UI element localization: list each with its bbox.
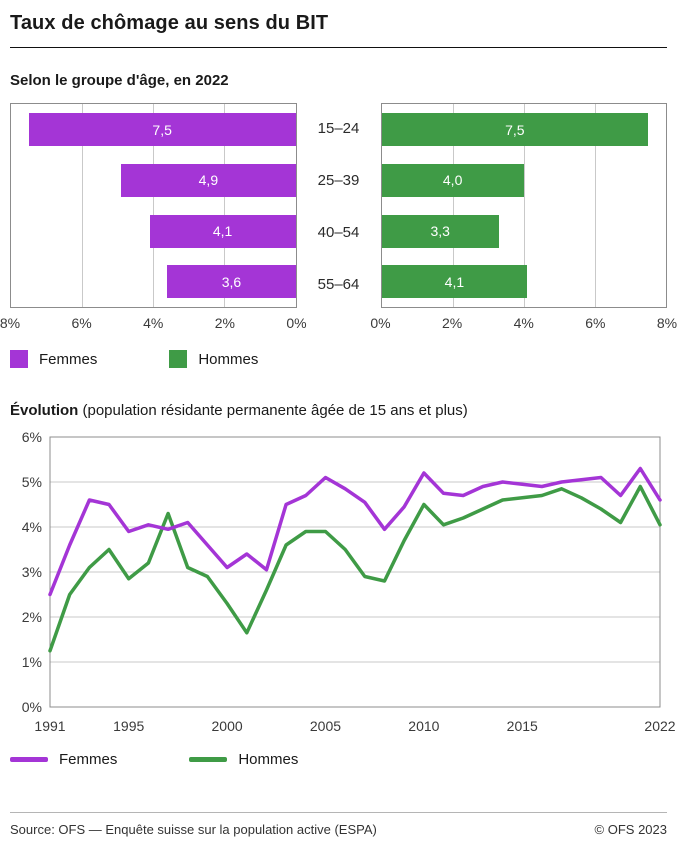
y-tick-label: 2% xyxy=(22,609,42,625)
y-tick-label: 1% xyxy=(22,654,42,670)
plot-frame xyxy=(49,436,661,708)
y-tick-label: 0% xyxy=(22,699,42,715)
evolution-section-heading: Évolution (population résidante permanen… xyxy=(10,402,667,419)
bar-value-label: 4,1 xyxy=(444,273,465,290)
x-axis-tick-label: 0% xyxy=(286,315,307,331)
age-group-label-0: 15–24 xyxy=(317,120,360,138)
x-tick-label: 1991 xyxy=(34,718,65,734)
bar-value-label: 4,9 xyxy=(198,172,219,189)
femmes-line-legend-label: Femmes xyxy=(59,751,118,768)
femmes-legend-item: Femmes xyxy=(10,350,97,368)
evolution-line-chart: 0% 1% 2% 3% 4% 5% 6% 1991 1995 2000 2005 2010 2015 20… xyxy=(10,429,676,741)
x-axis-tick-label: 0% xyxy=(370,315,391,331)
x-axis-tick-label: 2% xyxy=(442,315,463,331)
bar-gridline xyxy=(523,104,525,307)
x-tick-label: 2000 xyxy=(212,718,243,734)
femmes-color-swatch xyxy=(10,350,28,368)
hommes-line xyxy=(48,484,662,653)
evolution-chart-svg: 0% 1% 2% 3% 4% 5% 6% 1991 1995 2000 2005 2010 2015 20… xyxy=(22,429,676,734)
femmes-bar-1: 4,9 xyxy=(121,163,296,197)
hommes-bar-chart: 7,5 4,0 3,3 4,1 0% 2% 4% 6% 8% xyxy=(370,103,677,334)
hommes-line-legend-item: Hommes xyxy=(189,751,298,768)
page-title: Taux de chômage au sens du BIT xyxy=(10,12,329,34)
x-axis-tick-label: 4% xyxy=(513,315,534,331)
y-tick-label: 5% xyxy=(22,474,42,490)
x-tick-label: 2005 xyxy=(310,718,341,734)
bar-value-label: 4,0 xyxy=(442,172,463,189)
evolution-title: Évolution xyxy=(10,402,79,419)
age-group-label-1: 25–39 xyxy=(317,172,360,190)
femmes-bar-0: 7,5 xyxy=(28,113,296,146)
bar-value-label: 3,3 xyxy=(430,223,450,239)
hommes-legend-item: Hommes xyxy=(169,350,258,368)
bar-section-title: Selon le groupe d'âge, en 2022 xyxy=(10,72,229,89)
femmes-line xyxy=(48,466,662,597)
x-tick-label: 2010 xyxy=(408,718,439,734)
hommes-color-swatch xyxy=(169,350,188,368)
x-axis-tick-label: 2% xyxy=(214,315,235,331)
hommes-line-swatch xyxy=(189,757,228,762)
hommes-bar-3: 4,1 xyxy=(381,265,528,299)
bar-value-label: 7,5 xyxy=(505,121,525,138)
y-tick-label: 4% xyxy=(22,519,42,535)
x-axis-tick-label: 4% xyxy=(143,315,164,331)
evolution-subtitle: (population résidante permanente âgée de… xyxy=(82,402,468,419)
age-group-bar-charts: 7,5 4,9 4,1 3,6 8% 6% 4% 2% 0% 15–24 25–39 40–54 5… xyxy=(0,103,677,334)
femmes-bar-panel: 7,5 4,9 4,1 3,6 xyxy=(10,103,297,308)
y-tick-label: 3% xyxy=(22,564,42,580)
y-tick-label: 6% xyxy=(22,429,42,445)
bar-gridline xyxy=(452,104,454,307)
age-group-label-2: 40–54 xyxy=(317,223,360,241)
bar-gridline xyxy=(224,104,226,307)
x-tick-label: 1995 xyxy=(113,718,144,734)
femmes-bar-2: 4,1 xyxy=(149,214,296,248)
bar-value-label: 3,6 xyxy=(221,273,242,290)
hommes-line-legend-label: Hommes xyxy=(238,751,299,768)
x-axis-tick-label: 6% xyxy=(585,315,606,331)
femmes-line-legend-item: Femmes xyxy=(10,751,117,768)
hommes-bar-0: 7,5 xyxy=(381,113,649,146)
femmes-legend-label: Femmes xyxy=(39,350,98,368)
femmes-bar-3: 3,6 xyxy=(167,265,296,299)
femmes-x-axis: 8% 6% 4% 2% 0% xyxy=(0,308,307,334)
femmes-line-swatch xyxy=(10,757,48,762)
bar-gridline xyxy=(82,104,84,307)
bar-gridline xyxy=(153,104,155,307)
x-axis-tick-label: 6% xyxy=(71,315,92,331)
footer-copyright: © OFS 2023 xyxy=(594,822,667,837)
bar-value-label: 4,1 xyxy=(212,223,233,239)
hommes-legend-label: Hommes xyxy=(198,350,259,368)
bar-value-label: 7,5 xyxy=(152,121,172,138)
age-group-label-3: 55–64 xyxy=(317,275,360,293)
bar-chart-legend: Femmes Hommes xyxy=(10,350,667,368)
hommes-bar-panel: 7,5 4,0 3,3 4,1 xyxy=(380,103,667,308)
femmes-bar-chart: 7,5 4,9 4,1 3,6 8% 6% 4% 2% 0% xyxy=(0,103,307,334)
hommes-bar-2: 3,3 xyxy=(381,214,499,248)
footer: Source: OFS — Enquête suisse sur la popu… xyxy=(10,812,667,837)
hommes-bar-1: 4,0 xyxy=(381,163,524,197)
hommes-x-axis: 0% 2% 4% 6% 8% xyxy=(370,308,677,334)
x-tick-label: 2022 xyxy=(644,718,675,734)
x-axis-tick-label: 8% xyxy=(0,315,21,331)
footer-source: Source: OFS — Enquête suisse sur la popu… xyxy=(10,822,377,837)
x-axis-tick-label: 8% xyxy=(656,315,677,331)
x-tick-label: 2015 xyxy=(507,718,538,734)
header: Taux de chômage au sens du BIT xyxy=(10,10,667,48)
line-chart-legend: Femmes Hommes xyxy=(10,751,667,768)
age-group-labels: 15–24 25–39 40–54 55–64 xyxy=(297,103,381,310)
bar-gridline xyxy=(594,104,596,307)
